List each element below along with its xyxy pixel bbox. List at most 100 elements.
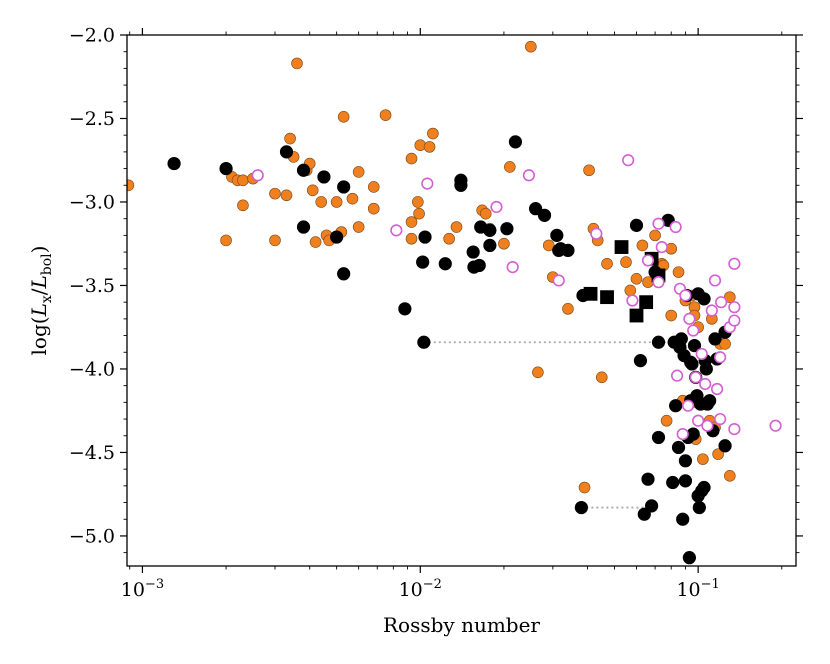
x-tick-label: 10−3	[121, 577, 164, 601]
data-point-circle	[306, 184, 319, 197]
data-point-open-circle	[692, 414, 705, 427]
y-tick-label: −4.0	[69, 358, 115, 380]
data-point-circle	[220, 234, 232, 247]
data-point-circle	[672, 266, 685, 278]
data-point-open-circle	[728, 257, 741, 270]
data-point-open-circle	[699, 377, 712, 391]
data-point-open-circle	[655, 240, 668, 254]
data-point-circle	[620, 256, 632, 268]
data-point-square	[629, 308, 644, 323]
data-point-circle	[367, 202, 380, 215]
data-point-open-circle	[669, 220, 682, 234]
data-point-circle	[665, 309, 678, 322]
y-axis-title-part: L	[27, 303, 51, 317]
data-point-circle	[309, 236, 322, 248]
data-point-open-circle	[590, 227, 603, 240]
data-point-circle	[669, 399, 683, 413]
data-point-circle	[718, 439, 732, 453]
data-point-circle	[550, 228, 564, 242]
data-point-open-circle	[681, 399, 695, 412]
data-point-open-circle	[683, 312, 696, 325]
data-point-circle	[508, 135, 523, 149]
data-point-circle	[651, 335, 666, 349]
data-point-circle	[561, 243, 575, 258]
y-axis-title: log(Lx/Lbol)	[27, 246, 55, 356]
data-point-circle	[637, 507, 651, 521]
data-point-circle	[687, 338, 702, 353]
data-point-circle	[645, 499, 659, 513]
data-point-open-circle	[695, 347, 708, 361]
data-point-circle	[416, 255, 430, 269]
data-point-open-circle	[715, 296, 728, 309]
ticks-layer: −2.0 −2.5 −3.0 −3.5 −4.0 −4.5 −5.0 10−3 10−2 10−1	[69, 25, 803, 601]
y-tick-label: −3.5	[69, 275, 115, 297]
data-point-square	[583, 286, 598, 301]
y-axis-title-part: bol	[39, 253, 55, 275]
data-point-circle	[595, 371, 608, 384]
data-point-circle	[660, 414, 673, 427]
data-point-circle	[405, 216, 418, 228]
data-point-open-circle	[552, 274, 565, 287]
data-point-open-circle	[710, 382, 724, 396]
y-tick-label: −4.5	[69, 442, 115, 464]
data-point-open-circle	[251, 169, 264, 182]
data-point-circle	[574, 500, 588, 515]
data-point-circle	[296, 220, 311, 234]
data-point-open-circle	[679, 289, 692, 302]
data-point-circle	[629, 218, 644, 232]
data-point-circle	[671, 440, 686, 455]
data-point-circle	[636, 239, 649, 252]
x-tick-exponent: −2	[423, 577, 442, 592]
data-point-open-circle	[714, 412, 727, 426]
data-point-open-circle	[522, 169, 536, 182]
data-point-open-circle	[705, 304, 718, 317]
y-axis-title-part: /	[27, 288, 51, 295]
data-point-open-circle	[714, 351, 727, 364]
data-point-circle	[317, 170, 331, 184]
data-point-circle	[337, 180, 351, 194]
data-point-circle	[712, 448, 724, 460]
data-point-circle	[641, 472, 655, 486]
data-point-open-circle	[622, 154, 635, 167]
data-point-circle	[697, 453, 709, 465]
data-point-circle	[532, 366, 544, 379]
data-point-circle	[423, 141, 436, 153]
data-point-circle	[697, 292, 711, 306]
data-point-circle	[651, 430, 666, 445]
data-point-circle	[413, 207, 425, 220]
data-point-circle	[352, 166, 365, 178]
x-tick-exponent: −1	[701, 577, 720, 592]
data-point-circle	[337, 111, 350, 123]
x-tick-label: 10−1	[676, 577, 719, 601]
data-point-circle	[237, 174, 249, 187]
data-point-circle	[315, 196, 328, 208]
data-point-circle	[237, 199, 249, 212]
data-point-circle	[367, 181, 380, 193]
data-point-circle	[296, 163, 311, 177]
data-point-circle	[682, 551, 696, 565]
data-point-circle	[678, 454, 693, 468]
data-point-open-circle	[687, 324, 700, 337]
y-tick-label: −3.0	[69, 191, 115, 213]
data-point-circle	[427, 127, 439, 140]
data-point-circle	[504, 161, 516, 173]
data-point-circle	[708, 332, 722, 346]
data-point-circle	[466, 245, 480, 259]
data-point-open-circle	[728, 422, 741, 436]
data-point-circle	[398, 302, 412, 316]
data-point-circle	[583, 164, 595, 177]
data-point-circle	[167, 156, 181, 171]
data-point-circle	[483, 223, 497, 237]
x-tick-label: 10−2	[399, 577, 442, 601]
data-point-circle	[676, 512, 690, 526]
data-point-circle	[284, 132, 296, 145]
data-point-open-circle	[769, 419, 782, 432]
data-point-circle	[498, 237, 510, 250]
data-point-square	[614, 240, 629, 254]
data-point-circle	[405, 152, 418, 165]
data-point-circle	[479, 207, 492, 220]
y-tick-label: −5.0	[69, 525, 115, 547]
data-point-circle	[127, 179, 135, 192]
data-point-open-circle	[626, 294, 639, 307]
points-layer	[127, 40, 782, 565]
